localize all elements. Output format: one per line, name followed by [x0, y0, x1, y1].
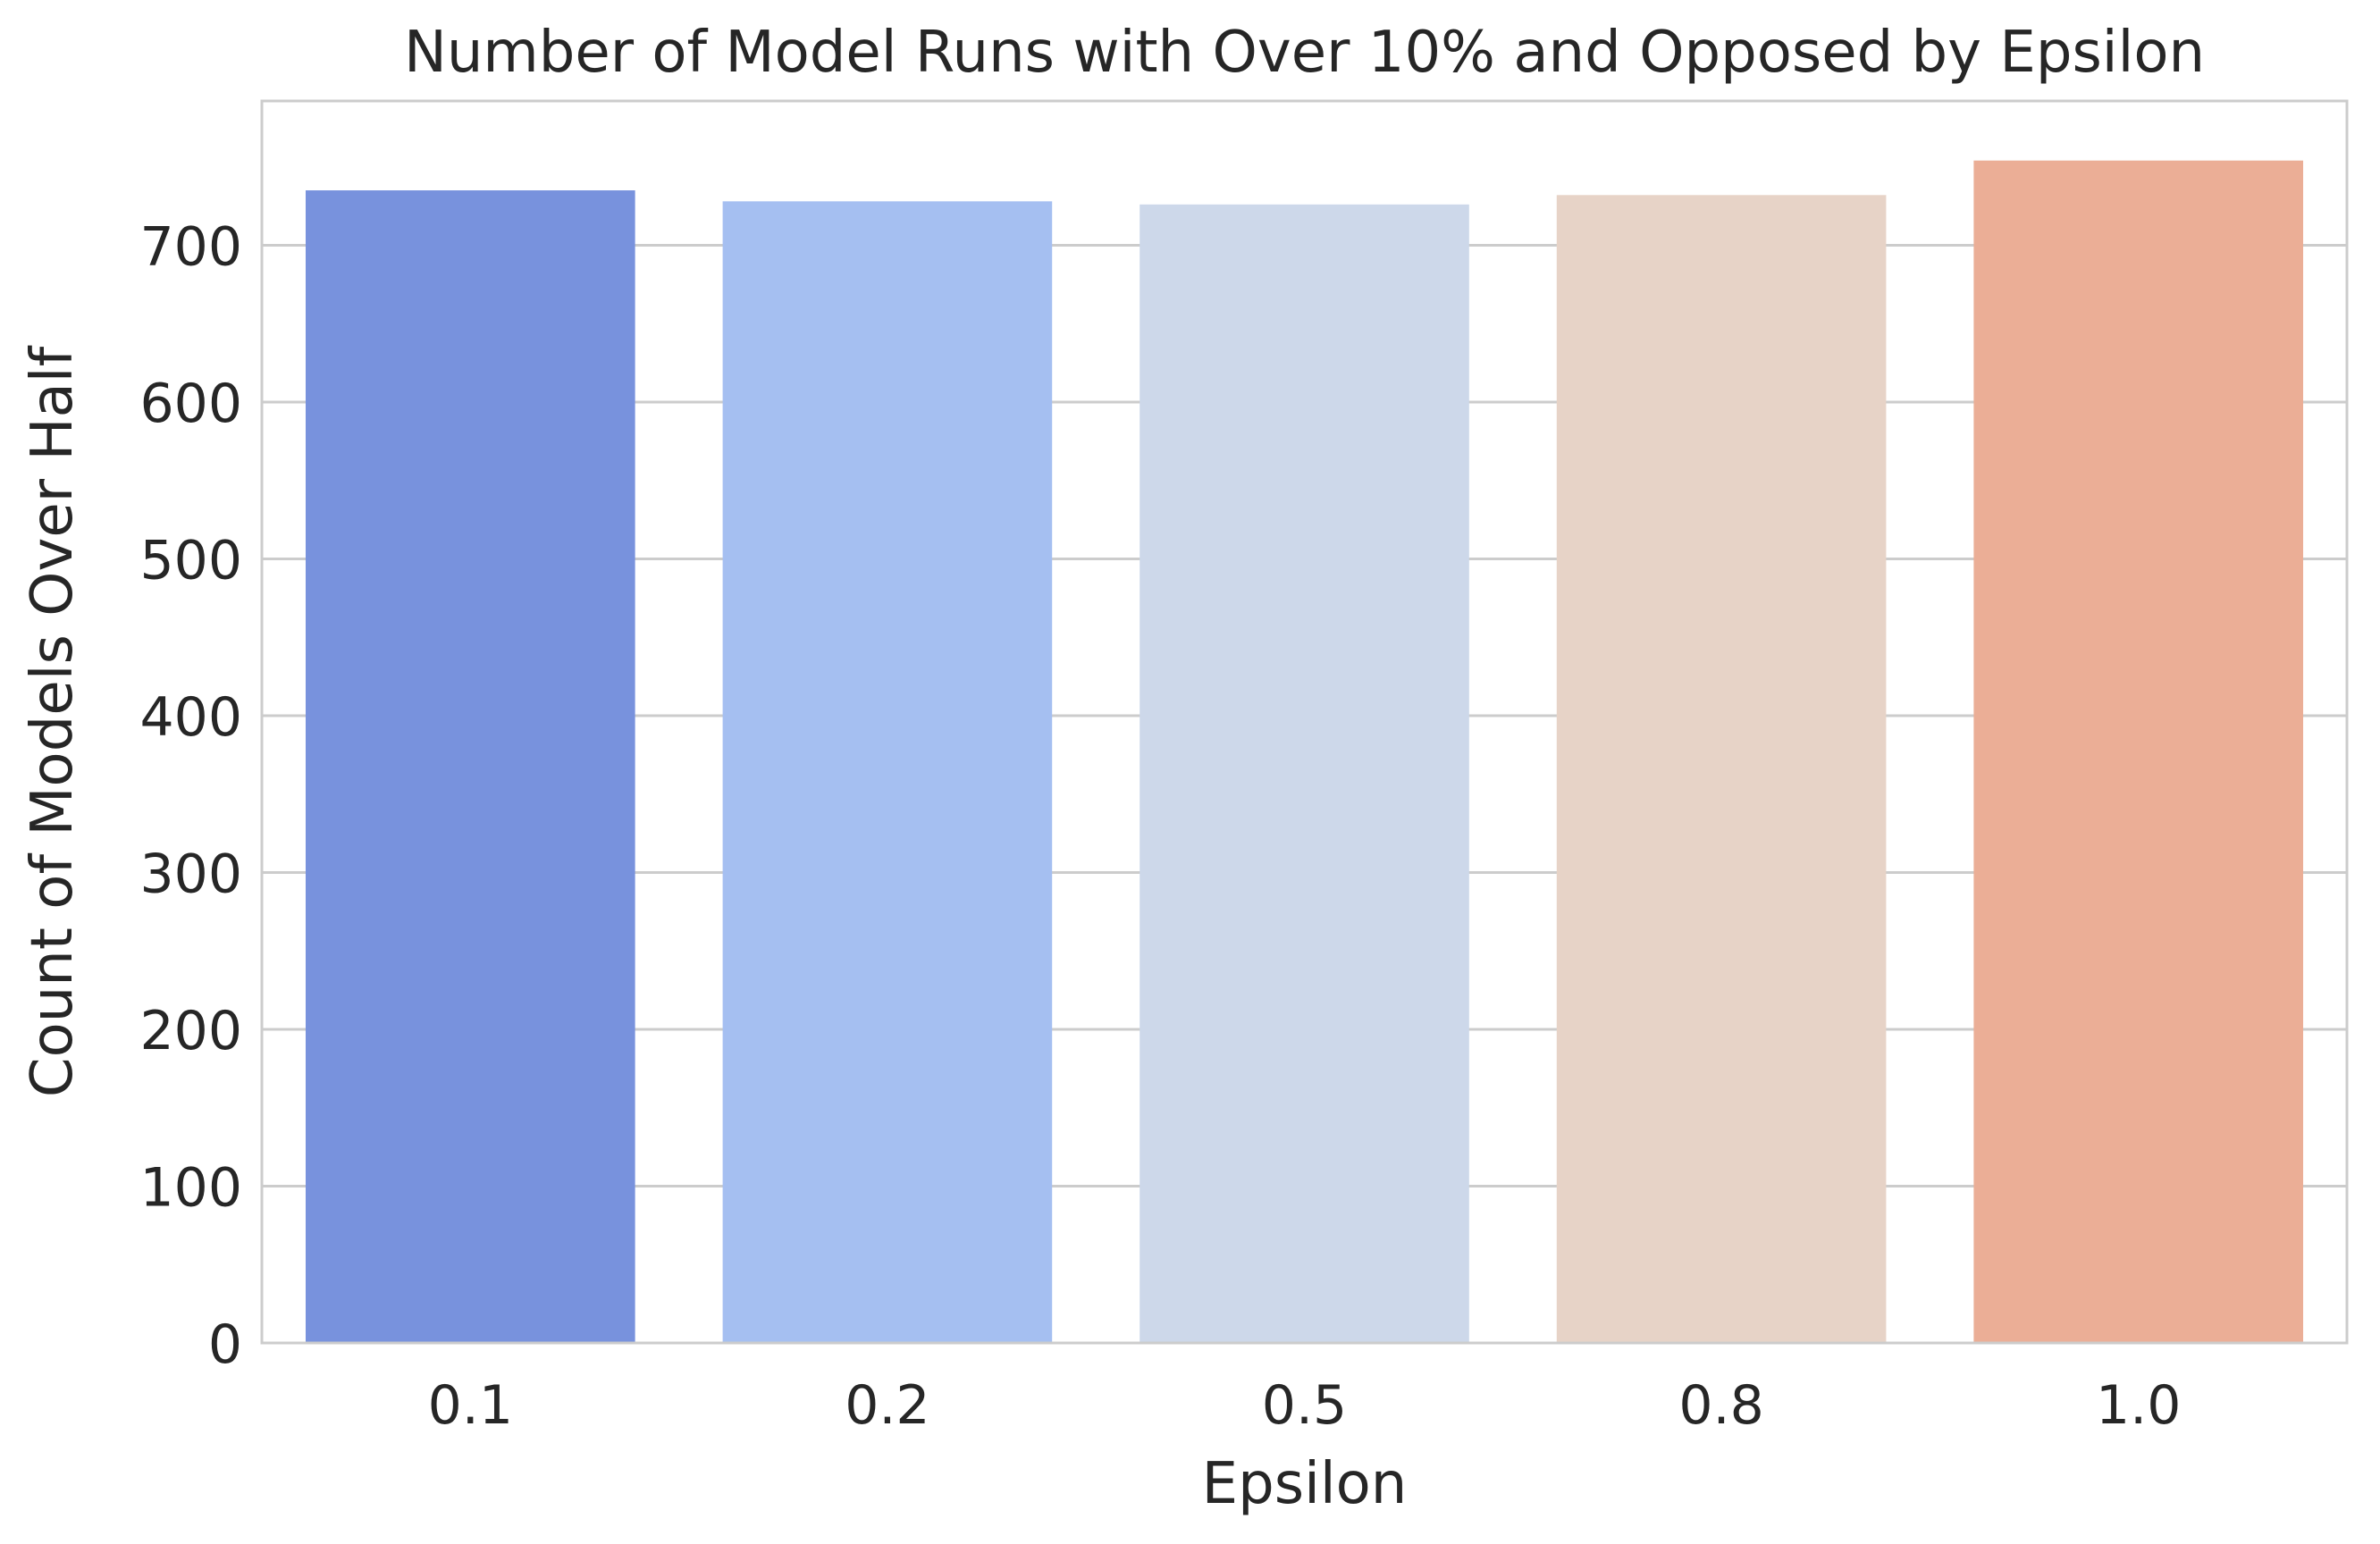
bar-0.8	[1556, 195, 1887, 1344]
y-tick-label: 600	[139, 373, 242, 435]
bar-1.0	[1973, 160, 2304, 1344]
x-axis-label: Epsilon	[1202, 1451, 1408, 1517]
y-tick-label: 500	[139, 529, 242, 592]
y-tick-labels: 0 100 200 300 400 500 600 700	[139, 215, 242, 1376]
y-axis-label: Count of Models Over Half	[20, 345, 86, 1097]
x-tick-label: 0.8	[1678, 1374, 1763, 1437]
y-tick-label: 100	[139, 1156, 242, 1219]
x-tick-label: 0.2	[845, 1374, 929, 1437]
bar-0.2	[722, 201, 1053, 1343]
chart-title: Number of Model Runs with Over 10% and O…	[404, 20, 2205, 86]
bar-0.5	[1140, 204, 1469, 1343]
x-tick-label: 0.5	[1262, 1374, 1347, 1437]
y-tick-label: 300	[139, 843, 242, 905]
bar-0.1	[305, 190, 635, 1344]
y-tick-label: 700	[139, 215, 242, 278]
x-tick-label: 0.1	[428, 1374, 513, 1437]
y-tick-label: 200	[139, 1000, 242, 1062]
x-tick-label: 1.0	[2096, 1374, 2181, 1437]
plot-frame	[260, 99, 2349, 1345]
y-tick-label: 0	[208, 1313, 242, 1376]
x-tick-labels: 0.1 0.2 0.5 0.8 1.0	[428, 1374, 2182, 1437]
bars	[305, 160, 2304, 1344]
y-tick-label: 400	[139, 686, 242, 749]
